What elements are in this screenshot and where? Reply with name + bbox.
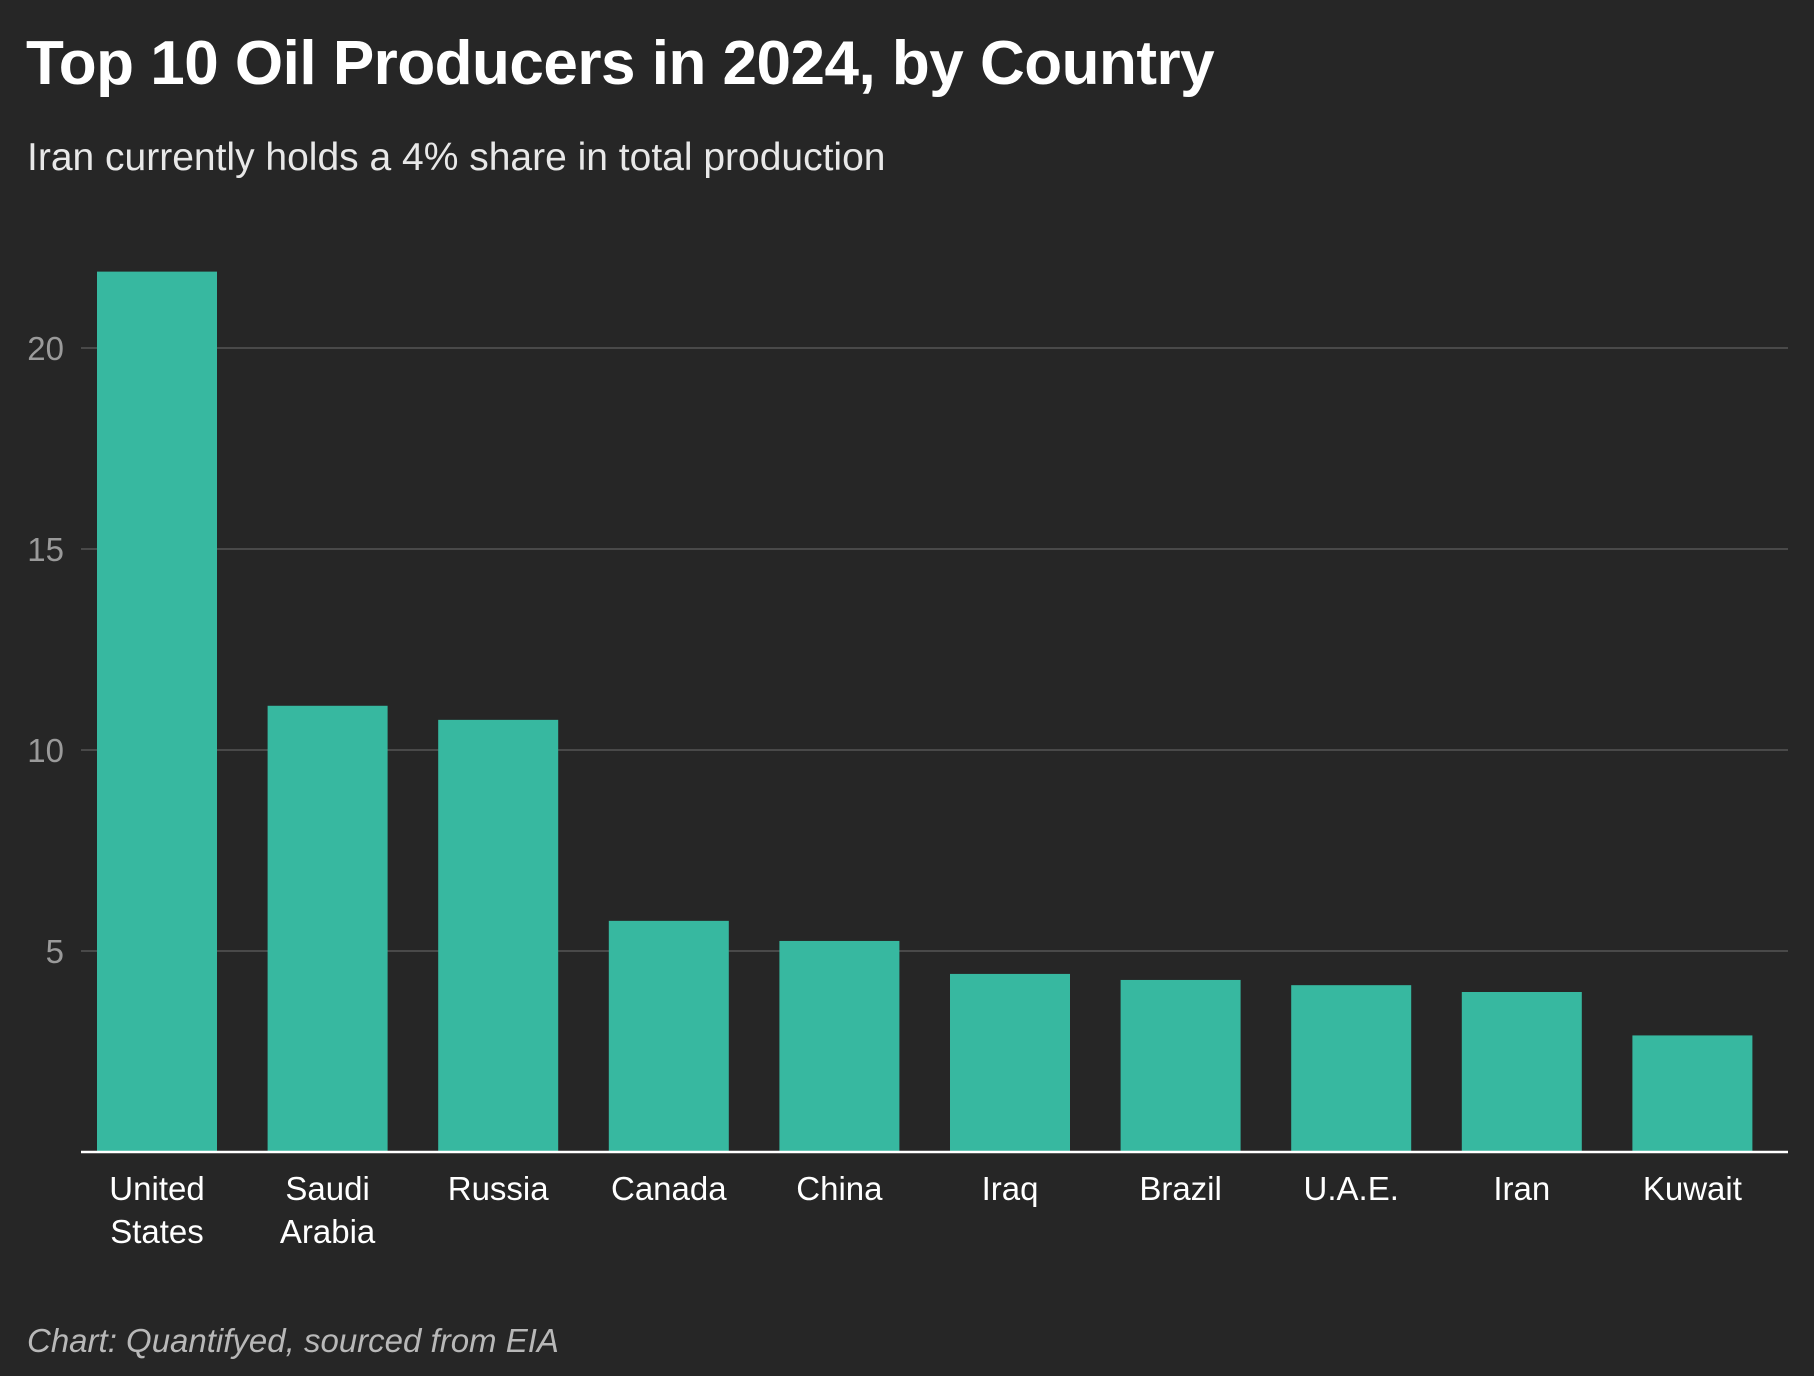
bar-brazil [1120, 979, 1241, 1152]
chart-title: Top 10 Oil Producers in 2024, by Country [26, 29, 1215, 98]
bar-china [779, 940, 900, 1152]
bars-layer [97, 271, 1753, 1152]
chart-subtitle: Iran currently holds a 4% share in total… [27, 136, 886, 179]
x-category-label: Iran [1493, 1170, 1550, 1207]
x-category-label: Iraq [982, 1170, 1039, 1207]
bar-uae [1291, 985, 1412, 1152]
bar-iran [1461, 992, 1582, 1152]
bar-saudi-arabia [267, 705, 388, 1152]
bar-canada [608, 920, 729, 1152]
y-tick-label-15: 15 [27, 531, 64, 568]
x-category-label: U.A.E. [1304, 1170, 1399, 1207]
bar-iraq [950, 973, 1070, 1152]
x-category-label: Saudi Arabia [280, 1170, 376, 1250]
x-category-label: Brazil [1139, 1170, 1222, 1207]
bar-kuwait [1632, 1035, 1753, 1152]
x-category-label: Canada [611, 1170, 727, 1207]
x-category-label: China [796, 1170, 883, 1207]
y-tick-label-5: 5 [46, 933, 64, 970]
chart-source-note: Chart: Quantifyed, sourced from EIA [27, 1322, 559, 1359]
bar-united-states [97, 271, 217, 1152]
x-category-label: Russia [448, 1170, 550, 1207]
y-tick-label-10: 10 [27, 732, 64, 769]
labels-layer: 5 10 15 20 United States Saudi Arabia Russia Cana… [27, 330, 1742, 1250]
x-category-label: United States [109, 1170, 204, 1250]
x-category-label: Kuwait [1643, 1170, 1742, 1207]
bar-russia [438, 719, 559, 1152]
y-tick-label-20: 20 [27, 330, 64, 367]
